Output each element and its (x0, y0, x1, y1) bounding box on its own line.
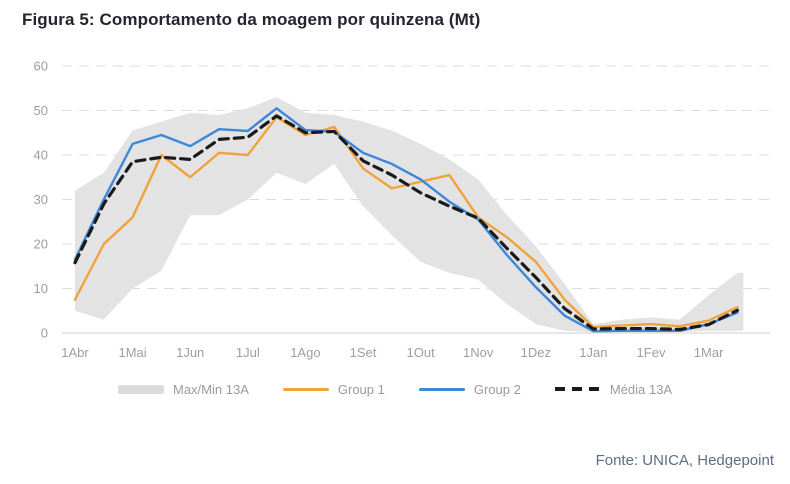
x-tick-label: 1Jul (236, 345, 260, 360)
y-tick-label: 50 (34, 103, 48, 118)
chart-legend: Max/Min 13A Group 1 Group 2 Média 13A (0, 374, 790, 404)
legend-label-maxmin: Max/Min 13A (173, 381, 249, 397)
x-tick-label: 1Out (407, 345, 436, 360)
x-tick-label: 1Dez (521, 345, 551, 360)
line-swatch-group2-icon (418, 387, 465, 391)
x-tick-label: 1Nov (463, 345, 494, 360)
x-tick-label: 1Fev (637, 345, 666, 360)
moagem-quinzena-chart: 0 10 20 30 40 50 60 1Abr 1Mai 1Jun 1Jul 1Ago 1Set 1Ou… (34, 59, 770, 360)
y-tick-label: 20 (34, 237, 48, 252)
band-maxmin (75, 97, 744, 333)
x-tick-label: 1Mar (694, 345, 724, 360)
legend-label-group2: Group 2 (473, 381, 521, 397)
y-tick-label: 30 (34, 192, 48, 207)
y-tick-label: 60 (34, 59, 48, 74)
legend-label-media: Média 13A (609, 381, 672, 397)
legend-item-group1: Group 1 (282, 381, 385, 397)
legend-item-media: Média 13A (554, 381, 672, 397)
x-tick-label: 1Mai (119, 345, 147, 360)
legend-item-maxmin: Max/Min 13A (118, 382, 249, 397)
figure-title: Figura 5: Comportamento da moagem por qu… (22, 10, 481, 29)
band-swatch-icon (118, 384, 164, 394)
y-tick-label: 10 (34, 281, 48, 296)
chart-area: 0 10 20 30 40 50 60 1Abr 1Mai 1Jun 1Jul 1Ago 1Set 1Ou… (0, 50, 790, 372)
x-tick-label: 1Ago (290, 345, 320, 360)
x-tick-label: 1Jun (176, 345, 204, 360)
x-tick-label: 1Set (350, 345, 377, 360)
dashed-swatch-icon (554, 387, 601, 391)
source-note: Fonte: UNICA, Hedgepoint (595, 452, 774, 469)
legend-item-group2: Group 2 (418, 381, 521, 397)
x-tick-label: 1Abr (61, 345, 89, 360)
y-tick-label: 40 (34, 148, 48, 163)
series-line-m-dia-13a (73, 114, 740, 332)
series-line-group-2 (73, 107, 739, 333)
x-tick-label: 1Jan (579, 345, 607, 360)
line-swatch-group1-icon (282, 387, 329, 391)
legend-label-group1: Group 1 (337, 381, 385, 397)
y-tick-label: 0 (41, 326, 48, 341)
